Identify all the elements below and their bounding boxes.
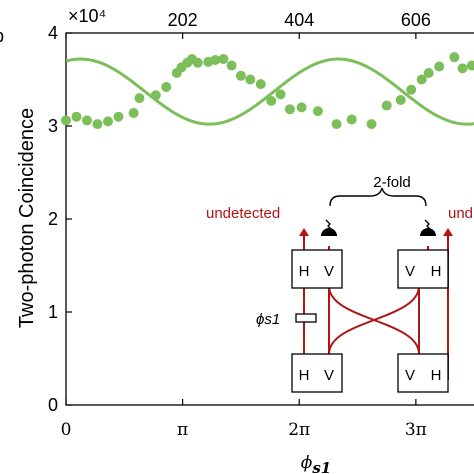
y-tick-label: 4 bbox=[48, 23, 58, 43]
undetected-right-label: und bbox=[448, 205, 473, 222]
left-up-arrow-icon bbox=[299, 228, 309, 236]
right-click-icon bbox=[424, 219, 432, 231]
data-point bbox=[150, 90, 161, 101]
x-tick-label: 2π bbox=[288, 420, 310, 440]
data-point bbox=[423, 67, 434, 78]
top-tick-label: 202 bbox=[168, 10, 198, 30]
data-point bbox=[113, 111, 124, 122]
data-point bbox=[192, 57, 203, 68]
fit-line bbox=[65, 57, 474, 126]
x-tick-label: 3π bbox=[405, 420, 427, 440]
top-left-box-v: V bbox=[324, 263, 334, 280]
data-point bbox=[406, 84, 417, 95]
bottom-left-box bbox=[291, 353, 343, 393]
y-tick-label: 0 bbox=[48, 395, 58, 415]
data-point bbox=[71, 111, 82, 122]
x-axis-ticks: 0 π 2π 3π bbox=[61, 399, 427, 440]
data-point bbox=[366, 119, 377, 130]
data-point bbox=[331, 119, 342, 130]
data-point bbox=[61, 115, 71, 126]
data-point bbox=[296, 102, 307, 113]
data-point bbox=[434, 61, 445, 72]
data-point bbox=[266, 95, 277, 106]
data-point bbox=[161, 81, 172, 92]
x-tick-label: 0 bbox=[61, 420, 72, 440]
data-point bbox=[449, 52, 460, 63]
y-exponent: ×10⁴ bbox=[68, 6, 106, 26]
data-point bbox=[218, 54, 229, 65]
bottom-right-box-h: H bbox=[431, 367, 442, 384]
top-right-box bbox=[397, 249, 449, 289]
data-point bbox=[245, 74, 256, 85]
data-point bbox=[312, 106, 323, 117]
data-point bbox=[275, 89, 286, 100]
left-detector-icon bbox=[321, 228, 337, 236]
phase-shifter bbox=[295, 313, 317, 323]
data-point bbox=[128, 107, 139, 118]
top-right-box-h: H bbox=[431, 263, 442, 280]
top-tick-label: 606 bbox=[401, 10, 431, 30]
data-point bbox=[235, 70, 246, 81]
cross-path-2 bbox=[328, 285, 420, 355]
right-up-arrow-icon bbox=[443, 228, 453, 236]
inset-title: 2-fold bbox=[373, 174, 411, 191]
y-tick-label: 3 bbox=[48, 116, 58, 136]
y-tick-label: 1 bbox=[48, 302, 58, 322]
x-tick-label: π bbox=[177, 420, 188, 440]
inset-brace bbox=[329, 187, 427, 207]
y-axis-title: Two-photon Coincidence bbox=[16, 108, 38, 328]
data-point bbox=[102, 116, 113, 127]
data-point bbox=[284, 104, 295, 115]
top-right-box-v: V bbox=[405, 263, 415, 280]
data-point bbox=[255, 79, 266, 90]
data-point bbox=[226, 60, 237, 71]
phase-shifter-label: ϕs1 bbox=[256, 311, 280, 328]
data-point bbox=[395, 94, 406, 105]
data-point bbox=[81, 115, 92, 126]
data-point bbox=[134, 93, 145, 104]
top-axis-ticks: 202 404 606 bbox=[65, 10, 431, 39]
y-tick-label: 2 bbox=[48, 209, 58, 229]
bottom-left-box-h: H bbox=[299, 367, 310, 384]
data-point bbox=[381, 100, 392, 111]
inset-schematic: 2-fold undetected und H V V H bbox=[206, 174, 473, 393]
y-axis-ticks: 0 1 2 3 4 bbox=[48, 23, 72, 415]
data-point bbox=[346, 114, 357, 125]
top-left-box-h: H bbox=[299, 263, 310, 280]
bottom-right-box-v: V bbox=[405, 367, 415, 384]
data-point bbox=[457, 63, 468, 74]
x-axis-title: ϕs1 bbox=[301, 453, 331, 474]
bottom-right-box bbox=[397, 353, 449, 393]
left-click-icon bbox=[325, 219, 333, 231]
right-detector-icon bbox=[420, 228, 436, 236]
top-left-box bbox=[291, 249, 343, 289]
panel-label: b bbox=[0, 26, 4, 46]
data-point bbox=[466, 60, 474, 71]
undetected-left-label: undetected bbox=[206, 205, 280, 222]
bottom-left-box-v: V bbox=[324, 367, 334, 384]
data-points bbox=[61, 52, 474, 130]
data-point bbox=[210, 54, 221, 65]
x-axis-title-sub: s1 bbox=[312, 459, 331, 474]
data-point bbox=[92, 119, 103, 130]
x-axis-title-main: ϕ bbox=[301, 453, 313, 473]
data-point bbox=[416, 74, 427, 85]
top-tick-label: 404 bbox=[284, 10, 314, 30]
